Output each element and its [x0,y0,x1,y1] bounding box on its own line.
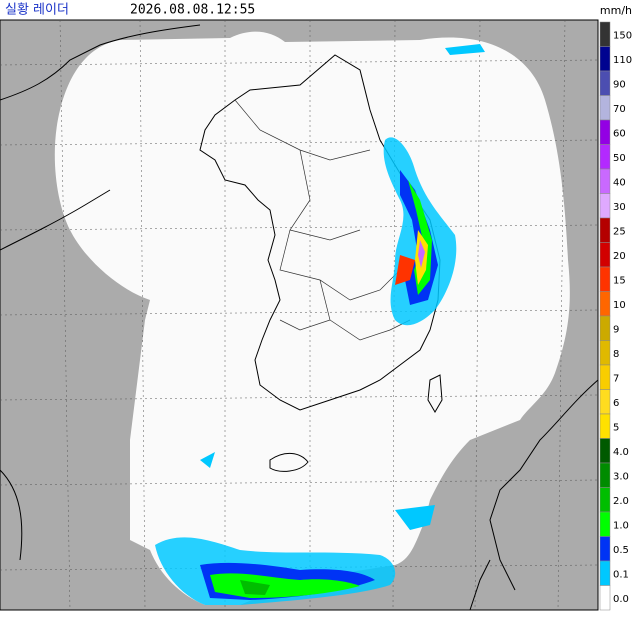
legend-swatch [599,487,611,513]
legend-swatch [599,242,611,268]
legend-swatch [599,560,611,586]
legend-label: 1.0 [613,520,629,531]
title: 실황 레이더 [5,3,69,18]
legend-label: 0.0 [613,594,629,605]
legend-swatch [599,585,611,611]
legend-swatch [599,315,611,341]
legend-swatch [599,438,611,464]
legend-swatch [599,46,611,72]
legend-label: 0.1 [613,569,629,580]
legend-swatch [599,217,611,243]
legend-label: 3.0 [613,471,629,482]
legend-swatch [599,536,611,562]
legend-label: 70 [613,104,626,115]
rain-echoes [155,44,485,605]
legend-swatch [599,462,611,488]
legend-label: 9 [613,324,619,335]
legend-label: 2.0 [613,496,629,507]
legend-swatch [599,144,611,170]
legend-label: 0.5 [613,545,629,556]
legend-label: 10 [613,300,626,311]
coastline [0,24,599,611]
admin-borders [234,99,421,341]
legend-label: 150 [613,30,632,41]
legend-label: 4.0 [613,447,629,458]
legend-label: 6 [613,398,619,409]
map [0,19,599,611]
legend-swatch [599,119,611,145]
legend-label: 25 [613,226,626,237]
legend-swatch [599,21,611,47]
legend-swatch [599,168,611,194]
legend-swatch [599,364,611,390]
radar-coverage [54,31,570,605]
legend-label: 50 [613,153,626,164]
legend-label: 20 [613,251,626,262]
legend-swatch [599,70,611,96]
legend-swatch [599,266,611,292]
legend: 150 110 90 70 60 50 40 30 25 20 15 10 9 8 7 6 5 4.0 3.0 2.0… [599,21,632,611]
legend-label: 8 [613,349,619,360]
legend-label: 110 [613,55,632,66]
unit: mm/h [600,4,632,17]
legend-label: 60 [613,128,626,139]
legend-swatch [599,95,611,121]
legend-label: 15 [613,275,626,286]
legend-swatch [599,511,611,537]
legend-swatch [599,193,611,219]
legend-label: 5 [613,422,619,433]
timestamp: 2026.08.08.12:55 [130,3,255,18]
legend-swatch [599,389,611,415]
legend-label: 7 [613,373,619,384]
legend-label: 90 [613,79,626,90]
legend-label: 40 [613,177,626,188]
legend-label: 30 [613,202,626,213]
legend-swatch [599,340,611,366]
legend-swatch [599,413,611,439]
legend-swatch [599,291,611,317]
